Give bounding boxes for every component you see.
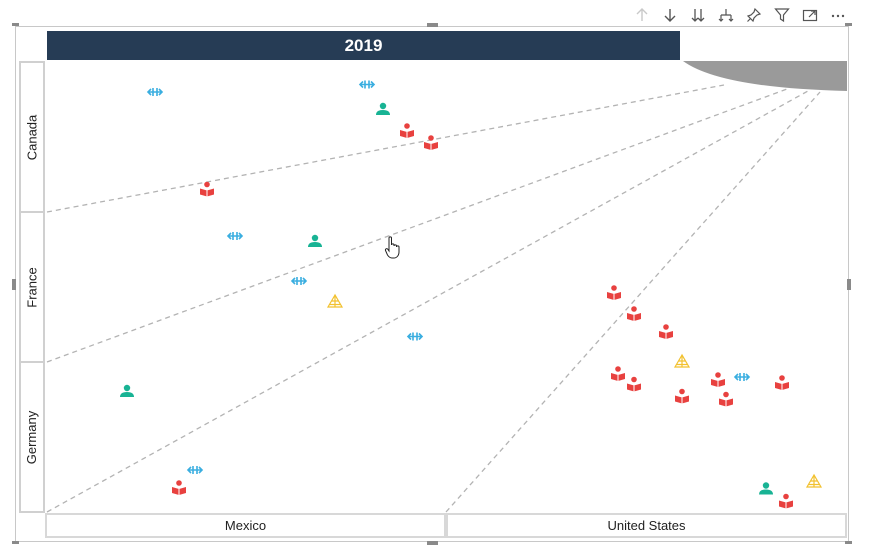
pyramid-icon[interactable] xyxy=(673,353,691,368)
row-header-france: France xyxy=(19,211,45,362)
ray-line xyxy=(445,91,821,513)
quarter-arc xyxy=(683,61,847,91)
arrows-icon[interactable] xyxy=(146,88,164,96)
arrow-down-icon[interactable] xyxy=(657,4,683,26)
row-header-germany: Germany xyxy=(19,361,45,513)
column-header-united-states: United States xyxy=(446,513,847,538)
double-arrow-down-icon[interactable] xyxy=(685,4,711,26)
arrows-icon[interactable] xyxy=(226,232,244,240)
resize-handle-right[interactable] xyxy=(847,279,851,290)
row-header-canada: Canada xyxy=(19,61,45,212)
reader-icon[interactable] xyxy=(779,493,793,509)
visual-header-toolbar xyxy=(629,4,851,26)
reader-icon[interactable] xyxy=(607,285,621,300)
reader-icon[interactable] xyxy=(675,388,689,404)
person-icon[interactable] xyxy=(308,234,322,247)
reader-icon[interactable] xyxy=(711,372,725,387)
reader-icon[interactable] xyxy=(172,480,186,495)
person-icon[interactable] xyxy=(120,384,134,397)
chart-title: 2019 xyxy=(47,31,680,60)
reader-icon[interactable] xyxy=(627,306,641,321)
arrows-icon[interactable] xyxy=(358,80,376,89)
resize-handle-bottom[interactable] xyxy=(427,541,438,545)
pyramid-icon[interactable] xyxy=(805,473,823,488)
pyramid-icon[interactable] xyxy=(326,293,344,308)
reader-icon[interactable] xyxy=(627,376,641,392)
resize-handle-left[interactable] xyxy=(12,279,16,290)
more-options-icon[interactable] xyxy=(825,4,851,26)
filter-icon[interactable] xyxy=(769,4,795,26)
ray-line xyxy=(46,88,788,363)
arrows-icon[interactable] xyxy=(733,373,751,381)
resize-handle-top[interactable] xyxy=(427,23,438,27)
pin-icon[interactable] xyxy=(741,4,767,26)
focus-mode-icon[interactable] xyxy=(797,4,823,26)
hand-cursor-icon xyxy=(384,236,400,259)
expand-hierarchy-icon[interactable] xyxy=(713,4,739,26)
arrows-icon[interactable] xyxy=(406,332,424,341)
resize-handle-bottom-left[interactable] xyxy=(12,541,19,544)
person-icon[interactable] xyxy=(376,102,390,115)
reader-icon[interactable] xyxy=(611,366,625,381)
data-points xyxy=(120,80,823,509)
ray-line xyxy=(46,90,809,513)
person-icon[interactable] xyxy=(759,482,773,495)
reader-icon[interactable] xyxy=(719,391,733,407)
reader-icon[interactable] xyxy=(775,375,789,390)
dashed-rays xyxy=(46,84,821,513)
arrows-icon[interactable] xyxy=(186,466,204,474)
resize-handle-top-left[interactable] xyxy=(12,23,19,26)
arrows-icon[interactable] xyxy=(290,277,308,285)
resize-handle-bottom-right[interactable] xyxy=(845,541,852,544)
arrow-up-icon[interactable] xyxy=(629,4,655,26)
reader-icon[interactable] xyxy=(659,324,673,339)
reader-icon[interactable] xyxy=(200,181,214,197)
ray-line xyxy=(46,84,725,213)
reader-icon[interactable] xyxy=(424,135,438,150)
reader-icon[interactable] xyxy=(400,123,414,138)
resize-handle-top-right[interactable] xyxy=(845,23,852,26)
column-header-mexico: Mexico xyxy=(45,513,446,538)
